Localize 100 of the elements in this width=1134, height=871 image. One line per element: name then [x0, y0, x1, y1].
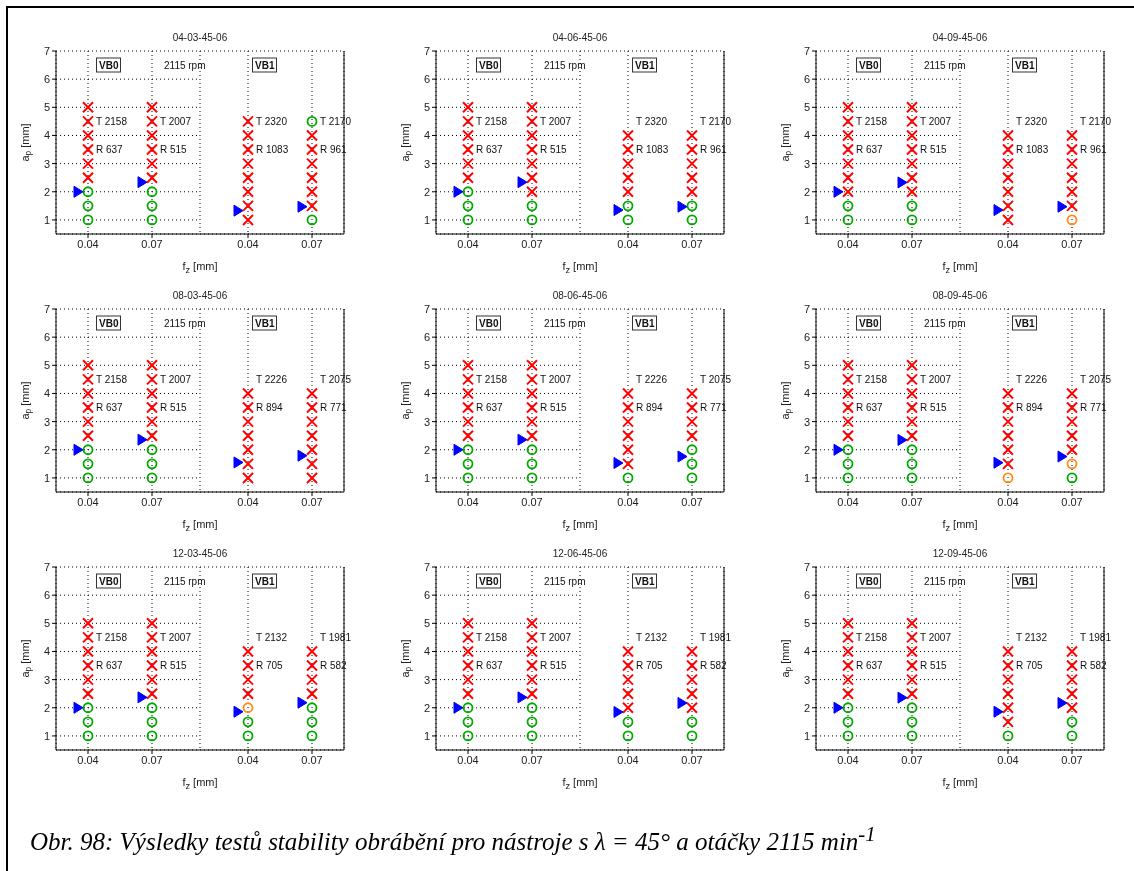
- annotation: VB1: [252, 315, 278, 331]
- x-tick-label: 0.07: [1061, 753, 1083, 766]
- annotation: VB0: [856, 573, 882, 589]
- annotation: R 705: [256, 659, 283, 671]
- y-tick-label: 4: [423, 387, 430, 400]
- y-tick-label: 4: [423, 129, 430, 142]
- x-tick-label: 0.07: [521, 753, 543, 766]
- annotation: R 515: [540, 659, 567, 671]
- x-tick-label: 0.07: [901, 495, 923, 508]
- annotation: 2115 rpm: [164, 317, 206, 329]
- x-tick-label: 0.07: [681, 237, 703, 250]
- x-tick-label: 0.04: [617, 753, 639, 766]
- y-tick-label: 7: [423, 560, 430, 573]
- annotation: 2115 rpm: [544, 317, 586, 329]
- x-tick-label: 0.07: [301, 495, 323, 508]
- y-tick-label: 6: [423, 73, 430, 86]
- annotation: VB0: [96, 315, 122, 331]
- annotation: T 2170: [320, 115, 351, 127]
- annotation: VB0: [96, 57, 122, 73]
- y-tick-label: 4: [423, 645, 430, 658]
- annotation: R 637: [476, 401, 503, 413]
- annotation: T 2226: [256, 373, 287, 385]
- x-tick-label: 0.04: [617, 495, 639, 508]
- y-tick-label: 1: [803, 213, 810, 226]
- x-tick-label: 0.07: [1061, 495, 1083, 508]
- annotation: R 515: [920, 659, 947, 671]
- y-tick-label: 3: [423, 415, 430, 428]
- annotation: T 2158: [476, 373, 507, 385]
- annotation: T 1981: [1080, 631, 1111, 643]
- annotation: T 2158: [96, 373, 127, 385]
- annotation: T 2007: [540, 115, 571, 127]
- x-tick-label: 0.04: [837, 753, 859, 766]
- y-tick-label: 1: [423, 213, 430, 226]
- annotation: VB1: [1012, 573, 1038, 589]
- x-tick-label: 0.04: [77, 753, 99, 766]
- y-tick-label: 2: [803, 443, 810, 456]
- chart-title: 04-03-45-06: [171, 32, 229, 43]
- annotation: R 894: [636, 401, 663, 413]
- x-axis-title: f$_{z}$ [mm]: [181, 518, 219, 534]
- annotation: T 2075: [700, 373, 731, 385]
- y-tick-label: 1: [43, 729, 50, 742]
- annotation: R 637: [96, 401, 123, 413]
- y-tick-label: 5: [43, 359, 50, 372]
- y-tick-label: 7: [803, 302, 810, 315]
- annotation: VB0: [856, 57, 882, 73]
- annotation: R 771: [320, 401, 347, 413]
- annotation: R 515: [540, 401, 567, 413]
- annotation: T 2158: [476, 115, 507, 127]
- annotation: R 637: [96, 659, 123, 671]
- y-tick-label: 2: [423, 185, 430, 198]
- annotation: R 515: [160, 401, 187, 413]
- annotation: R 582: [1080, 659, 1107, 671]
- y-tick-label: 5: [803, 617, 810, 630]
- y-tick-label: 1: [423, 471, 430, 484]
- y-tick-label: 1: [803, 471, 810, 484]
- y-tick-label: 6: [43, 589, 50, 602]
- x-tick-label: 0.04: [77, 495, 99, 508]
- y-tick-label: 5: [803, 101, 810, 114]
- annotation: T 2320: [256, 115, 287, 127]
- x-tick-label: 0.04: [617, 237, 639, 250]
- annotation: T 2075: [1080, 373, 1111, 385]
- y-tick-label: 5: [423, 617, 430, 630]
- annotation: R 515: [920, 401, 947, 413]
- x-axis-title: f$_{z}$ [mm]: [941, 518, 979, 534]
- chart-title: 08-09-45-06: [931, 290, 989, 301]
- y-tick-label: 1: [43, 471, 50, 484]
- x-tick-label: 0.04: [237, 237, 259, 250]
- y-tick-label: 6: [803, 331, 810, 344]
- annotation: R 1083: [256, 143, 289, 155]
- y-tick-label: 5: [43, 101, 50, 114]
- annotation: T 2132: [636, 631, 667, 643]
- annotation: VB1: [632, 315, 658, 331]
- y-tick-label: 2: [803, 185, 810, 198]
- x-tick-label: 0.04: [237, 753, 259, 766]
- y-tick-label: 6: [803, 73, 810, 86]
- x-tick-label: 0.07: [301, 237, 323, 250]
- y-tick-label: 3: [43, 673, 50, 686]
- annotation: R 515: [540, 143, 567, 155]
- x-tick-label: 0.04: [457, 753, 479, 766]
- annotation: R 771: [1080, 401, 1107, 413]
- y-tick-label: 3: [43, 157, 50, 170]
- y-tick-label: 4: [43, 645, 50, 658]
- y-tick-label: 7: [43, 44, 50, 57]
- annotation: R 637: [856, 143, 883, 155]
- annotation: R 771: [700, 401, 727, 413]
- annotation: R 637: [856, 659, 883, 671]
- y-tick-label: 2: [43, 443, 50, 456]
- text: Obr. 98: Výsledky testů stability obrábění pro nástroje s λ = 45° a otáčky 2115 min$^{-1}$: [30, 822, 876, 857]
- x-tick-label: 0.07: [681, 753, 703, 766]
- y-tick-label: 7: [803, 560, 810, 573]
- annotation: 2115 rpm: [924, 317, 966, 329]
- annotation: T 2007: [540, 373, 571, 385]
- annotation: 2115 rpm: [544, 575, 586, 587]
- annotation: R 515: [160, 659, 187, 671]
- y-tick-label: 6: [43, 73, 50, 86]
- y-tick-label: 3: [803, 415, 810, 428]
- x-tick-label: 0.04: [457, 495, 479, 508]
- annotation: R 637: [476, 659, 503, 671]
- annotation: T 2007: [920, 373, 951, 385]
- annotation: 2115 rpm: [544, 59, 586, 71]
